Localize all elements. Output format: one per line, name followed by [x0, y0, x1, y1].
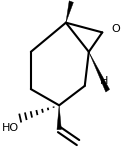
Polygon shape — [66, 1, 73, 23]
Text: H: H — [99, 76, 108, 86]
Polygon shape — [57, 105, 61, 130]
Polygon shape — [89, 52, 110, 92]
Text: HO: HO — [2, 123, 19, 133]
Text: O: O — [111, 24, 120, 34]
